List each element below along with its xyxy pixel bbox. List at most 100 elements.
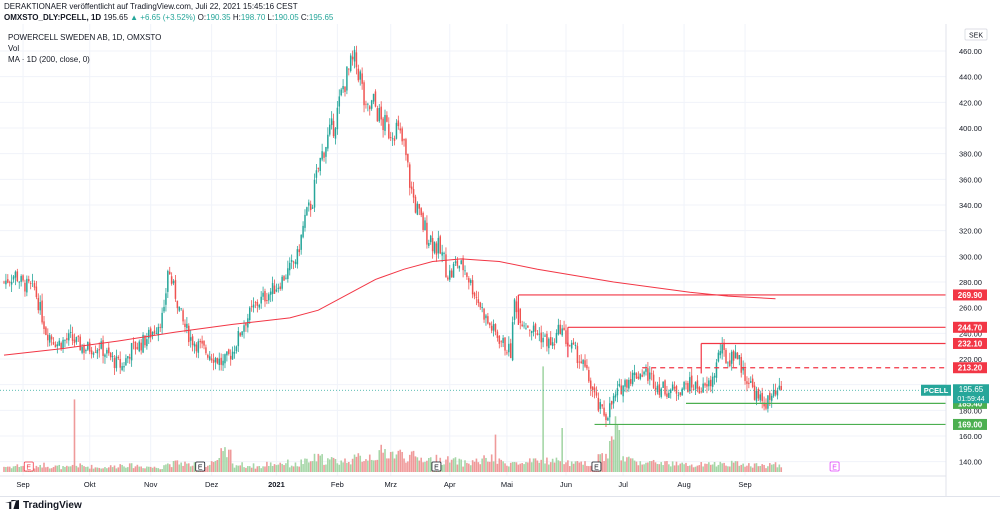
candle-body <box>509 343 512 358</box>
candle-body <box>296 249 299 265</box>
candle-body <box>81 347 83 353</box>
symbol-name[interactable]: OMXSTO_DLY:PCELL, 1D <box>4 13 102 22</box>
horizontal-levels[interactable] <box>517 294 946 426</box>
candle-body <box>426 222 428 245</box>
candle-body <box>591 386 594 390</box>
candle-body <box>188 325 190 343</box>
volume-bar <box>220 448 222 472</box>
y-tick-label: 400.00 <box>959 124 982 133</box>
candle-body <box>3 281 5 283</box>
candle-body <box>113 357 116 368</box>
volume-bar <box>149 466 152 472</box>
candle-body <box>473 292 476 297</box>
candle-body <box>285 277 287 279</box>
volume-bar <box>608 441 611 472</box>
volume-bar <box>56 465 59 472</box>
price-chart[interactable]: E E E E E 140.00 160.00 180.00 220.00 240.00 260.… <box>0 24 1000 496</box>
volume-bar <box>170 467 173 472</box>
price-axis[interactable]: 140.00 160.00 180.00 220.00 240.00 260.00 280.… <box>959 47 982 467</box>
candle-body <box>37 297 40 311</box>
candle-body <box>515 301 518 313</box>
candle-body <box>700 391 702 393</box>
candle-body <box>460 260 462 265</box>
volume-bar <box>189 466 192 472</box>
volume-bar <box>414 456 417 472</box>
tradingview-logo[interactable]: TradingView <box>5 500 82 511</box>
volume-bar <box>296 466 299 472</box>
candle-body <box>214 357 217 363</box>
chart-background <box>0 24 1000 496</box>
volume-bar <box>357 453 360 472</box>
candle-body <box>525 327 527 329</box>
candle-body <box>250 306 253 308</box>
candle-body <box>740 356 742 373</box>
volume-bar <box>740 464 743 472</box>
candle-body <box>519 308 522 324</box>
volume-bar <box>330 457 333 472</box>
candle-body <box>772 390 775 397</box>
volume-bar <box>20 466 22 472</box>
volume-bar <box>67 466 70 472</box>
level-tag-244.70 <box>953 321 987 333</box>
candle-body <box>325 147 327 157</box>
y-tick-label: 280.00 <box>959 278 982 287</box>
volume-bar <box>694 466 697 472</box>
candle-body <box>73 339 76 344</box>
volume-bar <box>603 461 605 472</box>
volume-bar <box>475 458 478 472</box>
candle-body <box>704 383 706 386</box>
candle-body <box>365 103 367 105</box>
candle-body <box>490 325 493 331</box>
volume-bar <box>732 462 735 472</box>
candle-body <box>437 237 440 254</box>
volume-bar <box>749 466 752 472</box>
candle-body <box>675 386 678 394</box>
candle-body <box>361 73 363 84</box>
candle-body <box>342 86 344 90</box>
volume-bar <box>666 461 668 472</box>
time-axis[interactable]: Sep Okt Nov Dez 2021 Feb Mrz Apr Mai Jun Jul Aug Sep <box>16 480 751 489</box>
candle-body <box>294 261 297 264</box>
candle-body <box>106 349 108 354</box>
candle-body <box>405 139 407 156</box>
candle-body <box>197 341 200 353</box>
price-tags: 269.90 244.70 232.10 213.20 185.40 169.00 PCEL… <box>921 289 989 430</box>
volume-bar <box>48 468 51 472</box>
candle-body <box>216 358 219 364</box>
volume-bar <box>235 465 238 472</box>
candle-body <box>416 203 419 215</box>
candle-body <box>534 323 537 332</box>
candle-body <box>389 137 392 138</box>
currency-badge[interactable]: SEK <box>964 28 988 41</box>
footer: TradingView <box>0 496 1000 517</box>
volume-bar <box>496 463 499 472</box>
volume-bar <box>774 462 777 472</box>
y-tick-label: 380.00 <box>959 150 982 159</box>
volume-bar <box>626 457 628 472</box>
volume-bar <box>422 462 424 472</box>
y-tick-label: 260.00 <box>959 304 982 313</box>
last-price-tag-text: 195.65 <box>959 385 984 394</box>
ohlc-h: 198.70 <box>240 13 266 22</box>
candle-body <box>725 349 727 364</box>
volume-bar <box>477 462 480 472</box>
candle-body <box>321 151 323 160</box>
candle-body <box>224 354 226 364</box>
candle-body <box>487 316 489 324</box>
volume-bar <box>447 456 449 472</box>
candle-body <box>645 368 647 372</box>
candle-body <box>256 301 259 306</box>
candle-body <box>548 338 550 349</box>
volume-bars <box>3 366 783 472</box>
candle-body <box>673 386 676 389</box>
candle-body <box>780 385 782 391</box>
candle-body <box>20 276 22 282</box>
volume-bar <box>71 464 74 472</box>
candle-body <box>536 333 539 335</box>
candle-body <box>729 360 731 367</box>
candle-body <box>407 153 409 163</box>
volume-bar <box>650 461 653 472</box>
x-tick-label: Sep <box>16 480 29 489</box>
ohlc-l: 190.05 <box>274 13 299 22</box>
candle-body <box>750 381 752 383</box>
